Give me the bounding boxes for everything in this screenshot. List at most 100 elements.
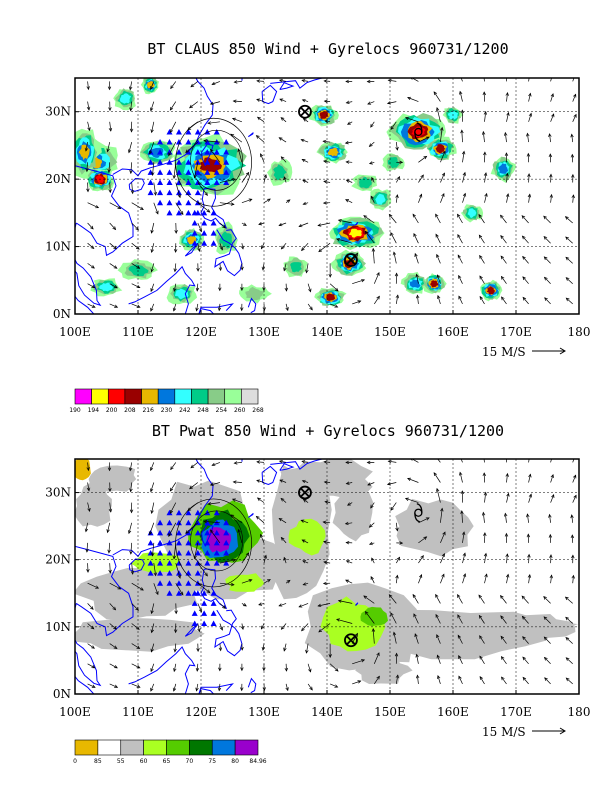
- wind-vector: [572, 575, 574, 584]
- lon-tick-label: 160E: [437, 705, 469, 719]
- wind-vector-head: [173, 668, 177, 673]
- wind-vector-head: [218, 287, 222, 292]
- wind-vector-head: [279, 98, 284, 102]
- lon-tick-label: 180: [568, 705, 591, 719]
- colorbar: 0 85 55 60 65 70 75 80 84.96: [73, 739, 267, 765]
- wind-vector: [131, 182, 134, 194]
- lon-tick-label: 140E: [311, 705, 343, 719]
- wind-vector-head: [209, 482, 214, 486]
- triangle-marker: [166, 209, 173, 216]
- wind-vector: [241, 172, 249, 183]
- wind-vector: [219, 222, 226, 229]
- wind-vector-head: [527, 173, 531, 178]
- wind-vector-head: [150, 687, 154, 692]
- wind-vector: [506, 92, 508, 102]
- shaded-region: [75, 482, 112, 527]
- colorbar-swatch: [74, 739, 99, 756]
- wind-vector: [369, 522, 375, 528]
- wind-vector-head: [436, 654, 440, 659]
- shaded-region: [146, 80, 155, 89]
- wind-vector-head: [376, 675, 380, 680]
- wind-vector: [565, 637, 573, 644]
- wind-vector-head: [368, 143, 373, 147]
- wind-vector: [395, 176, 400, 183]
- wind-vector: [411, 459, 419, 463]
- wind-vector: [405, 117, 419, 123]
- wind-vector-head: [323, 79, 328, 83]
- wind-vector-head: [549, 193, 553, 198]
- wind-vector: [482, 131, 485, 143]
- lat-tick-label: 20N: [45, 553, 71, 567]
- triangle-marker: [157, 539, 164, 546]
- wind-vector-head: [90, 225, 94, 230]
- wind-vector: [479, 635, 485, 644]
- wind-vector-head: [334, 667, 339, 672]
- wind-vector: [528, 93, 531, 102]
- wind-vector-head: [368, 524, 373, 528]
- wind-vector-head: [139, 587, 144, 591]
- wind-vector: [566, 297, 573, 305]
- wind-vector-head: [522, 255, 526, 260]
- wind-vector: [131, 643, 140, 649]
- wind-vector-head: [460, 129, 464, 134]
- wind-vector: [323, 180, 331, 183]
- wind-vector-head: [108, 508, 113, 513]
- wind-vector: [565, 216, 573, 224]
- wind-vector: [543, 616, 551, 624]
- wind-vector-head: [528, 493, 533, 498]
- wind-vector: [150, 81, 155, 90]
- triangle-markers: [147, 509, 230, 626]
- wind-vector: [418, 555, 424, 564]
- coastline: [112, 78, 214, 177]
- colorbar-swatch: [107, 388, 126, 405]
- wind-vector: [440, 574, 445, 584]
- wind-vector-head: [197, 628, 201, 633]
- wind-vector-head: [347, 502, 351, 506]
- wind-vector-head: [457, 614, 461, 619]
- wind-vector-head: [108, 189, 112, 194]
- wind-vector-head: [413, 232, 417, 237]
- wind-vector-head: [573, 93, 577, 98]
- wind-vector-head: [478, 614, 483, 619]
- wind-vector: [87, 242, 95, 249]
- wind-vector-head: [86, 86, 90, 91]
- triangle-marker: [191, 219, 198, 226]
- wind-vector-head: [404, 116, 409, 121]
- wind-vector-head: [108, 569, 112, 574]
- wind-vector-head: [367, 101, 372, 105]
- wind-vector-head: [425, 517, 430, 521]
- axis-labels: 100E 110E 120E 130E 140E 150E 160E 170E 180 0N 10N…: [45, 105, 590, 339]
- shaded-region: [327, 147, 339, 157]
- wind-vector-head: [85, 168, 89, 173]
- wind-vector-head: [548, 153, 553, 158]
- wind-vector: [87, 603, 94, 610]
- colorbar-swatch: [189, 739, 213, 756]
- wind-vector-head: [571, 173, 575, 178]
- wind-vector: [528, 554, 530, 564]
- wind-vector: [323, 521, 331, 524]
- wind-vector: [544, 677, 551, 685]
- triangle-marker: [166, 580, 173, 586]
- wind-vector: [280, 117, 287, 123]
- wind-vector: [87, 502, 90, 512]
- lon-tick-label: 100E: [59, 325, 91, 339]
- lat-tick-label: 10N: [45, 620, 71, 634]
- triangle-marker: [175, 529, 182, 536]
- wind-vector-head: [127, 149, 132, 154]
- wind-vector: [168, 522, 177, 537]
- wind-vector-head: [571, 194, 575, 199]
- wind-vector-head: [204, 192, 208, 196]
- wind-vector: [197, 202, 211, 213]
- wind-vector: [169, 502, 177, 514]
- wind-vector: [173, 663, 177, 672]
- wind-vector: [173, 303, 177, 312]
- wind-vector: [173, 162, 177, 179]
- wind-vector-head: [129, 509, 134, 514]
- wind-vector-head: [139, 206, 144, 211]
- wind-vector-head: [345, 199, 349, 203]
- triangle-marker: [175, 580, 182, 586]
- wind-vector-head: [544, 297, 548, 301]
- triangle-marker: [166, 128, 173, 135]
- wind-vector: [219, 263, 222, 271]
- wind-vector-head: [499, 214, 504, 219]
